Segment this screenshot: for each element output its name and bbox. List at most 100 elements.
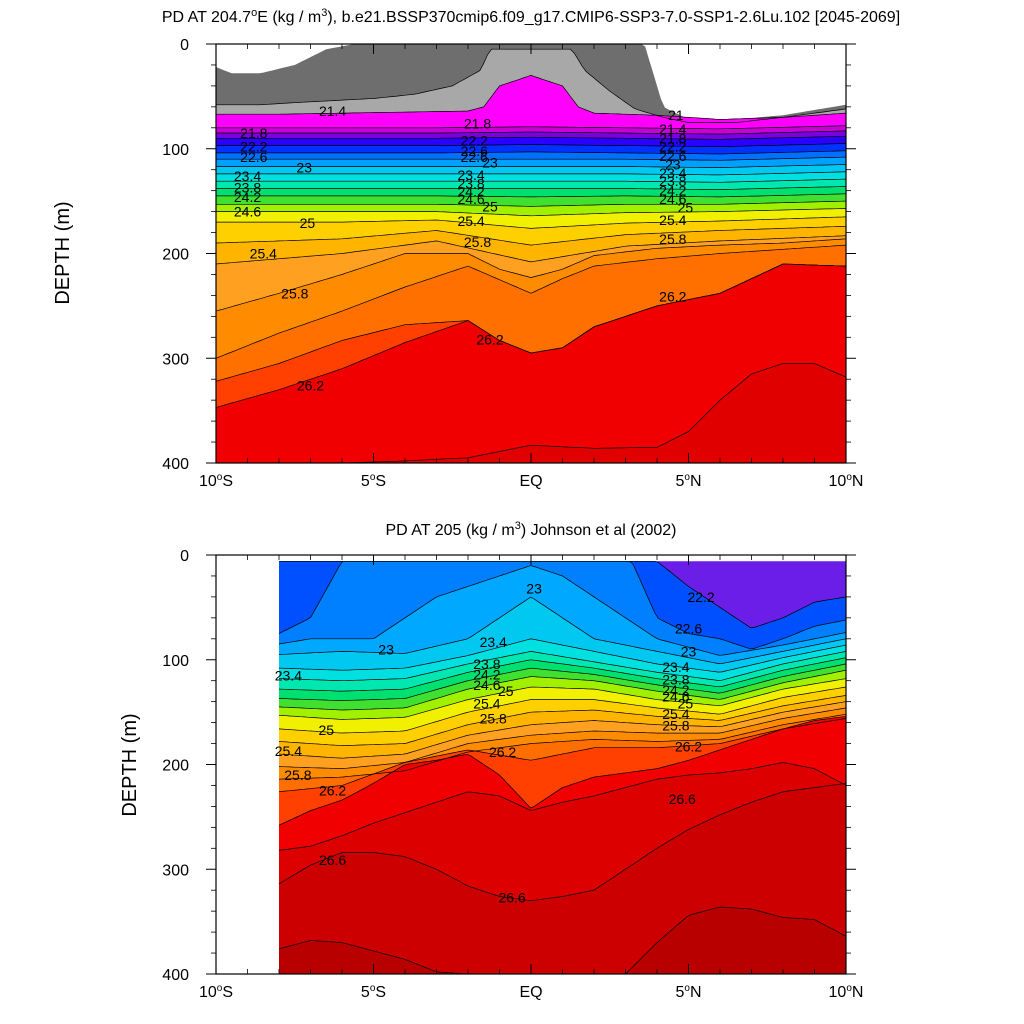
contour-line-0-6: [216, 143, 846, 148]
contour-line-1-7: [278, 657, 846, 692]
contour-line-0-4: [216, 130, 846, 135]
bottom-contour-panel: PD AT 205 (kg / m3) Johnson et al (2002)…: [119, 520, 863, 1001]
contour-label: 25: [482, 198, 498, 214]
contour-band-0-22: [216, 264, 846, 463]
contour-line-1-12: [278, 695, 846, 746]
contour-line-0-14: [216, 200, 846, 207]
contour-label: 24.6: [457, 191, 484, 207]
contour-line-0-18: [216, 235, 846, 265]
contour-label: 22.6: [659, 148, 686, 164]
contour-label: 23: [482, 154, 498, 170]
y-tick-label: 300: [162, 862, 189, 879]
contour-band-1-20: [279, 907, 846, 974]
contour-label: 23.8: [659, 173, 686, 189]
contour-label: 24.2: [659, 183, 686, 199]
contour-label: 25.8: [284, 767, 311, 783]
top-contour-panel: PD AT 204.7oE (kg / m3), b.e21.BSSP370cm…: [52, 7, 900, 490]
x-tick-label: 5oN: [675, 983, 701, 1001]
contour-label: 23: [296, 160, 312, 176]
contour-line-1-3: [278, 565, 846, 656]
contour-label: 21.8: [464, 116, 491, 132]
contour-line-0-7: [216, 150, 846, 155]
contour-label: 26.6: [669, 791, 696, 807]
x-tick-label: 10oS: [199, 983, 233, 1001]
y-tick-label: 0: [180, 37, 189, 54]
contour-line-1-14: [278, 707, 846, 769]
contour-label: 22.6: [675, 620, 702, 636]
contour-label: 23.8: [234, 180, 261, 196]
contour-line-0-23: [216, 363, 846, 463]
contour-label: 25.8: [659, 231, 686, 247]
contour-label: 25.8: [662, 718, 689, 734]
contour-label: 25.8: [281, 285, 308, 301]
contour-label: 26.2: [489, 744, 516, 760]
y-tick-label: 0: [180, 548, 189, 565]
contour-fills: [216, 44, 846, 463]
y-tick-label: 400: [162, 967, 189, 984]
contour-line-1-18: [278, 762, 846, 851]
contour-label: 24.6: [659, 191, 686, 207]
bottom-y-axis-label: DEPTH (m): [119, 713, 141, 816]
contour-lines: [216, 48, 846, 463]
contour-label: 25: [319, 722, 335, 738]
contour-label: 22.6: [461, 149, 488, 165]
contour-label: 23.8: [473, 656, 500, 672]
contour-label: 25.4: [662, 706, 689, 722]
y-tick-label: 300: [162, 351, 189, 368]
contour-line-0-5: [216, 135, 846, 140]
contour-line-1-20: [278, 906, 846, 974]
contour-label: 22.2: [687, 589, 714, 605]
contour-line-1-8: [278, 663, 846, 701]
contour-line-1-19: [278, 783, 846, 901]
contour-label: 21: [668, 107, 684, 123]
contour-line-0-3: [216, 125, 846, 130]
contour-line-0-20: [216, 244, 846, 359]
contour-label: 25: [678, 696, 694, 712]
contour-label: 21.8: [659, 130, 686, 146]
x-tick-label: 5oS: [361, 472, 386, 490]
contour-label: 24.6: [473, 677, 500, 693]
contour-label: 22.6: [240, 149, 267, 165]
contour-label: 24.6: [662, 688, 689, 704]
contour-label: 22.2: [240, 139, 267, 155]
top-y-axis-label: DEPTH (m): [52, 201, 74, 304]
contour-label: 23.8: [662, 672, 689, 688]
y-tick-label: 100: [162, 142, 189, 159]
x-tick-label: 10oS: [199, 472, 233, 490]
contour-label: 25.4: [659, 212, 686, 228]
y-tick-label: 200: [162, 247, 189, 264]
x-tick-label: 5oN: [675, 472, 701, 490]
contour-label: 26.2: [675, 739, 702, 755]
contour-label: 23: [378, 641, 394, 657]
contour-lines: [278, 560, 846, 974]
contour-label: 24.2: [662, 682, 689, 698]
contour-label: 23.4: [659, 165, 686, 181]
contour-label: 26.2: [319, 783, 346, 799]
contour-label: 21.8: [240, 125, 267, 141]
contour-fills: [279, 561, 846, 974]
x-tick-label: EQ: [519, 473, 542, 490]
contour-label: 25.4: [275, 743, 302, 759]
contour-line-0-11: [216, 178, 846, 183]
y-tick-label: 400: [162, 456, 189, 473]
x-tick-label: 5oS: [361, 983, 386, 1001]
top-panel-title: PD AT 204.7oE (kg / m3), b.e21.BSSP370cm…: [162, 7, 900, 26]
contour-line-1-17: [278, 715, 846, 826]
x-tick-label: EQ: [519, 984, 542, 1001]
axes-frame: [206, 43, 856, 464]
contour-band-0-23: [216, 363, 846, 463]
y-tick-label: 200: [162, 758, 189, 775]
contour-label: 23: [681, 643, 697, 659]
contour-label: 23: [526, 581, 542, 597]
contour-line-0-2: [216, 75, 846, 120]
contour-line-1-11: [278, 686, 846, 734]
bottom-panel-title: PD AT 205 (kg / m3) Johnson et al (2002): [385, 520, 676, 539]
contour-line-0-13: [216, 193, 846, 198]
contour-label: 23.4: [457, 167, 484, 183]
contour-line-1-13: [278, 701, 846, 759]
contour-label: 25.8: [464, 234, 491, 250]
contour-line-0-15: [216, 208, 846, 217]
contour-label: 22.6: [461, 143, 488, 159]
contour-line-1-9: [278, 669, 846, 711]
